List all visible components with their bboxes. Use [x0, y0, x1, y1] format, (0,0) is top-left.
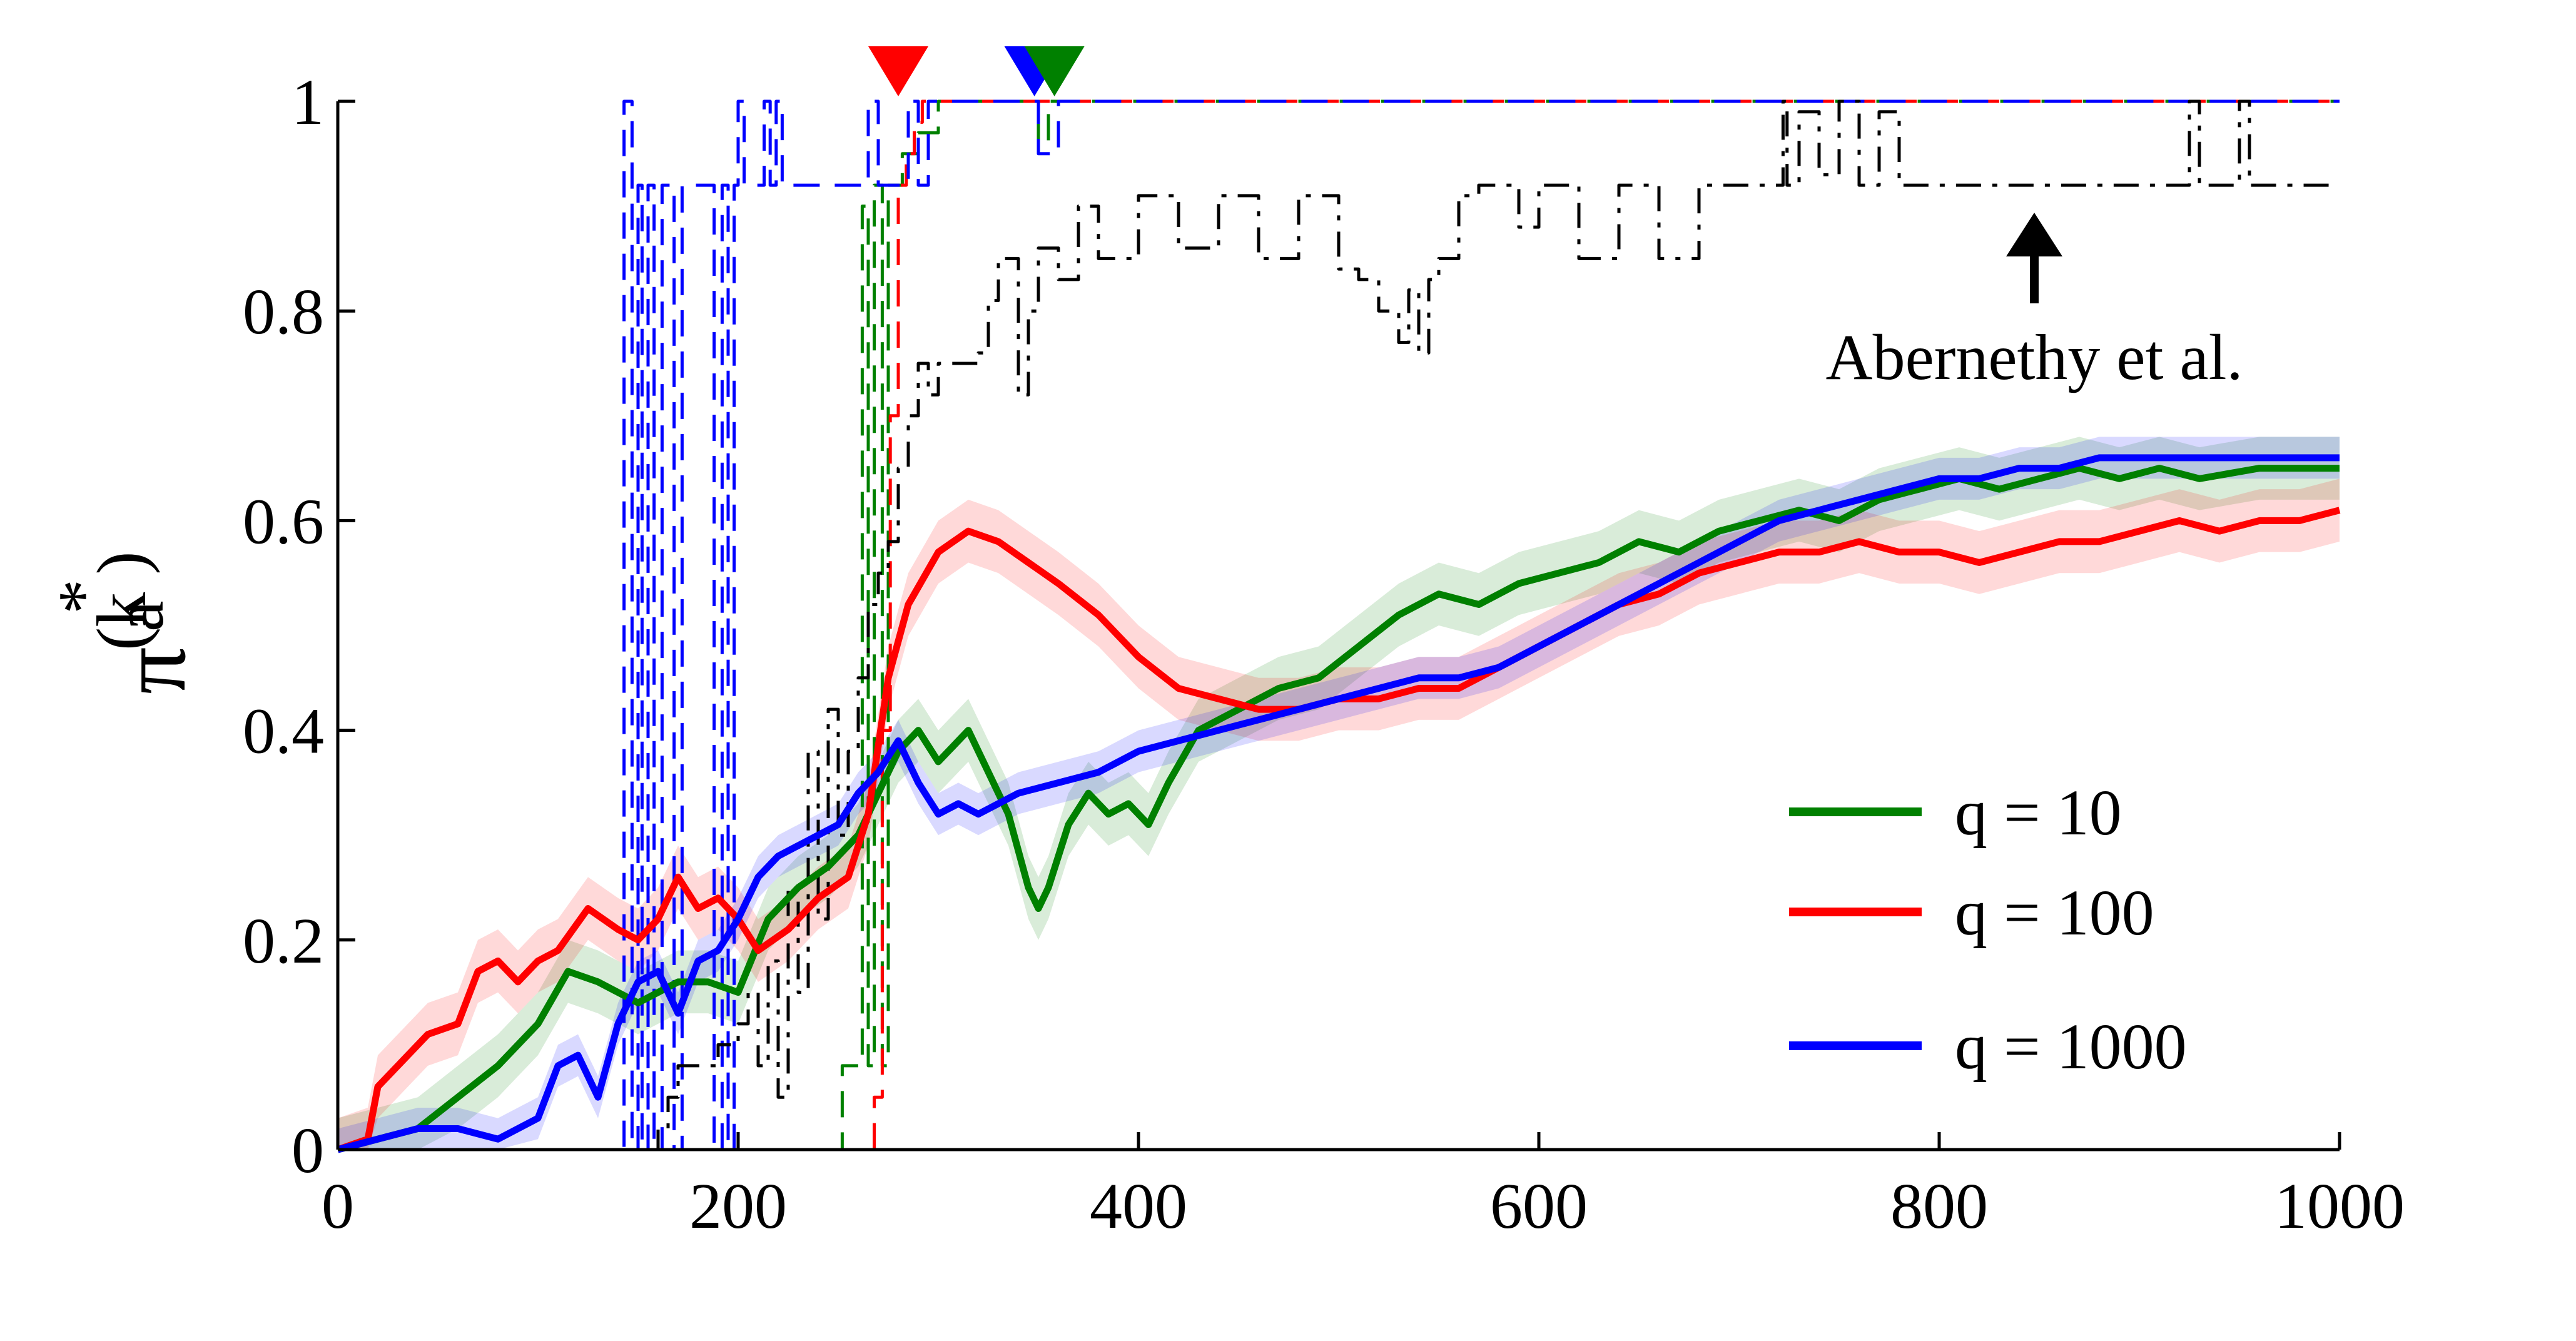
- legend-entry: q = 10: [1789, 777, 2122, 849]
- annotation-arrow-head: [2006, 213, 2062, 256]
- x-tick-label: 200: [689, 1170, 787, 1242]
- convergence-marker: [868, 46, 928, 96]
- series-line-solid: [337, 465, 2340, 1153]
- annotation: Abernethy et al.: [1825, 213, 2243, 393]
- series-line-dashdot: [338, 99, 2340, 1151]
- y-tick-label: 1: [292, 66, 324, 138]
- x-tick-label: 800: [1890, 1170, 1988, 1242]
- legend-entry: q = 1000: [1789, 1011, 2187, 1083]
- confidence-bands: [338, 437, 2340, 1150]
- series-line-solid: [337, 454, 2340, 1153]
- x-tick-label: 1000: [2274, 1170, 2405, 1242]
- x-ticks: 0 200 400 600 800 1000: [322, 1132, 2405, 1242]
- y-tick-label: 0.8: [243, 276, 324, 348]
- x-tick-label: 600: [1490, 1170, 1588, 1242]
- y-axis-label: π (k ) * a: [44, 551, 205, 694]
- series-line-solid: [337, 507, 2341, 1153]
- ylabel-symbol: π: [101, 647, 205, 694]
- legend: q = 10 q = 100 q = 1000: [1789, 777, 2187, 1083]
- ylabel-subscript: a: [101, 600, 178, 632]
- annotation-text: Abernethy et al.: [1825, 321, 2243, 393]
- convergence-marker: [1024, 46, 1085, 96]
- y-tick-label: 0: [292, 1115, 324, 1187]
- series-line-dashed: [338, 99, 2340, 1151]
- y-tick-label: 0.2: [243, 905, 324, 977]
- legend-label: q = 100: [1955, 877, 2154, 949]
- legend-entry: q = 100: [1789, 877, 2154, 949]
- ylabel-star: *: [44, 579, 122, 614]
- convergence-markers: [868, 46, 1085, 96]
- series-line-dashed: [338, 99, 2340, 1151]
- ylabel-superscript: (k ): [83, 551, 161, 650]
- y-tick-label: 0.6: [243, 485, 324, 557]
- legend-label: q = 10: [1955, 777, 2122, 849]
- y-tick-label: 0.4: [243, 696, 324, 767]
- legend-label: q = 1000: [1955, 1011, 2187, 1083]
- series-lines: [337, 99, 2341, 1153]
- x-tick-label: 0: [322, 1170, 354, 1242]
- confidence-band: [338, 478, 2340, 1150]
- x-tick-label: 400: [1090, 1170, 1187, 1242]
- y-ticks: 0 0.2 0.4 0.6 0.8 1: [243, 66, 355, 1187]
